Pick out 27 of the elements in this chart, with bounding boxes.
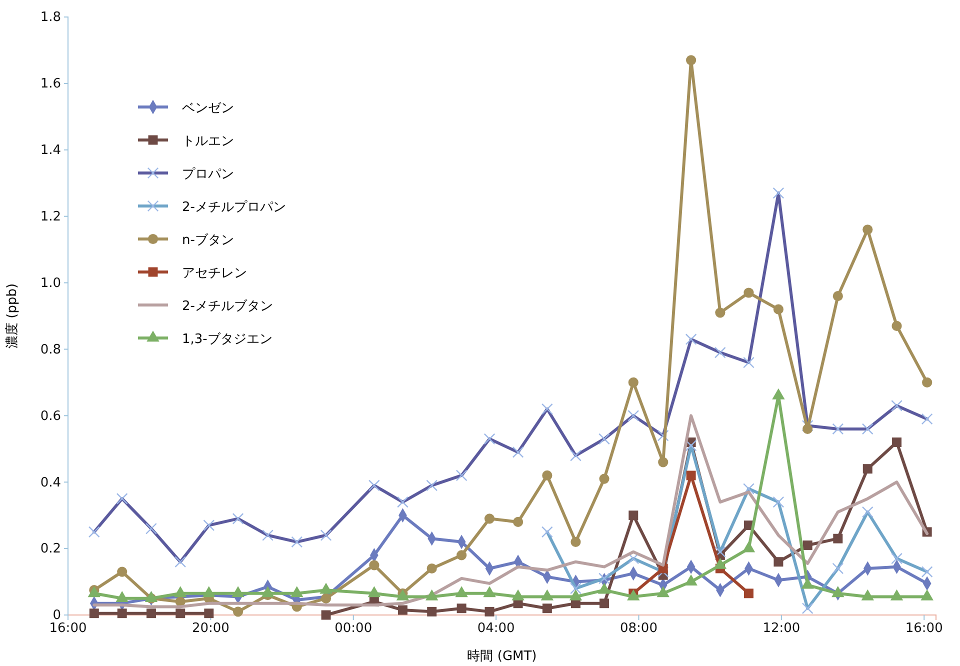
y-tick-label: 1.6 [40,76,61,92]
y-tick-label: 1.0 [40,276,61,291]
legend-label: 2-メチルブタン [182,299,273,314]
legend-label: n-ブタン [182,233,234,248]
x-tick-label: 16:00 [905,621,943,636]
y-tick-label: 1.4 [40,143,61,158]
y-axis-title: 濃度 (ppb) [4,283,20,349]
x-axis-title: 時間 (GMT) [467,649,537,664]
legend-label: プロパン [182,167,234,182]
x-tick-label: 20:00 [192,621,230,636]
x-tick-label: 00:00 [334,621,372,636]
x-tick-label: 08:00 [620,621,658,636]
x-tick-label: 12:00 [762,621,800,636]
y-tick-label: 1.2 [40,209,61,224]
legend-label: 2-メチルプロパン [182,200,286,215]
y-tick-label: 0.4 [40,475,61,490]
x-tick-label: 16:00 [49,621,87,636]
y-tick-label: 0.8 [40,342,61,358]
legend-label: トルエン [182,134,234,149]
x-tick-label: 04:00 [477,621,515,636]
y-tick-label: 0 [52,608,61,624]
y-tick-label: 1.8 [40,10,61,26]
y-tick-label: 0.2 [40,542,61,557]
legend-label: ベンゼン [182,101,234,116]
legend-label: アセチレン [182,266,247,281]
legend-label: 1,3-ブタジエン [182,332,272,347]
y-tick-label: 0.6 [40,408,61,424]
